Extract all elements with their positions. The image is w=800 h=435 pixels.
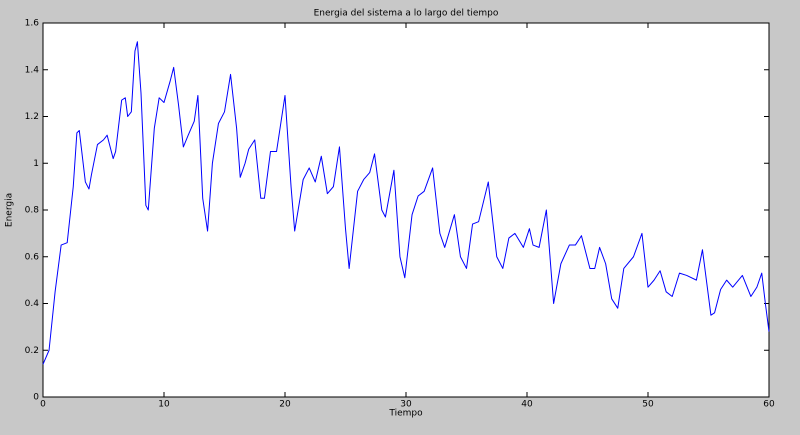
plot-area <box>42 22 770 398</box>
x-tick-label: 30 <box>400 400 412 410</box>
data-line <box>42 41 770 365</box>
y-tick-label: 0.4 <box>25 299 40 309</box>
y-tick-label: 1.2 <box>25 112 39 122</box>
y-tick-label: 1.4 <box>25 65 40 75</box>
x-tick-label: 10 <box>158 400 170 410</box>
y-axis-label: Energia <box>5 193 15 227</box>
y-tick-label: 0 <box>33 393 39 403</box>
x-axis-label: Tiempo <box>388 409 423 419</box>
x-tick-label: 60 <box>763 400 775 410</box>
y-tick-label: 1.6 <box>25 19 40 29</box>
y-tick-label: 0.2 <box>25 346 39 356</box>
x-tick-label: 50 <box>642 400 654 410</box>
y-tick-label: 0.8 <box>25 206 40 216</box>
x-tick-label: 20 <box>279 400 291 410</box>
chart-title: Energia del sistema a lo largo del tiemp… <box>314 9 499 19</box>
x-tick-label: 40 <box>521 400 533 410</box>
y-tick-label: 1 <box>33 159 39 169</box>
x-tick-label: 0 <box>40 400 46 410</box>
y-tick-label: 0.6 <box>25 252 40 262</box>
